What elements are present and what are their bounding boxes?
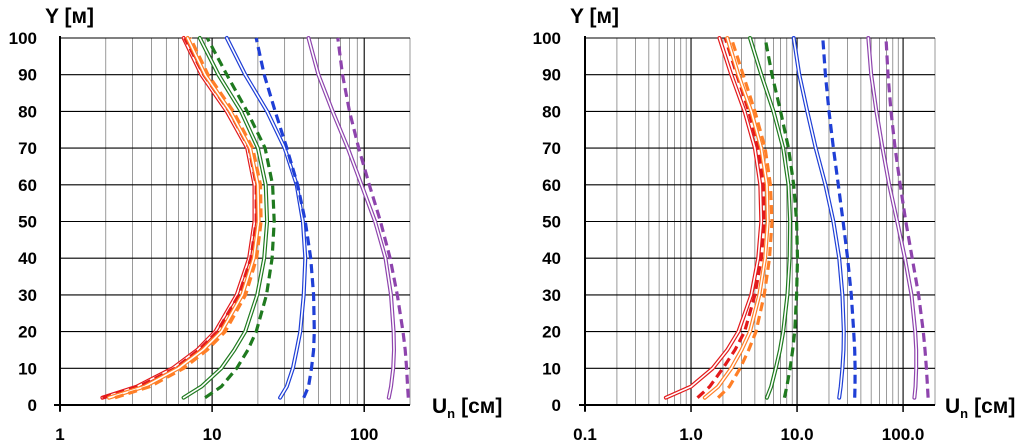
y-tick-label: 90	[18, 66, 37, 85]
y-tick-label: 30	[18, 286, 37, 305]
y-tick-label: 40	[18, 249, 37, 268]
series-purple-dashed-line	[336, 37, 410, 398]
series-orange-dashed-line	[716, 37, 774, 399]
series-purple-line	[866, 36, 919, 400]
series-purple-inner	[307, 37, 395, 399]
y-tick-label: 20	[18, 323, 37, 342]
y-tick-label: 100	[533, 29, 561, 48]
series-orange-inner	[108, 37, 260, 399]
y-tick-label: 80	[542, 102, 561, 121]
y-tick-label: 20	[542, 323, 561, 342]
chart-panel-2: 0 10 20 30 40 50 60 70 80 90 100 0.1 1.0 10.0 100.0 Y […	[533, 5, 1016, 444]
y-tick-label: 50	[18, 213, 37, 232]
y-tick-label: 30	[542, 286, 561, 305]
y-tick-label: 100	[9, 29, 37, 48]
y-axis-label: Y [м]	[570, 5, 619, 28]
y-tick-label: 50	[542, 213, 561, 232]
y-tick-label: 70	[18, 139, 37, 158]
series-blue-line	[791, 36, 846, 400]
y-tick-label: 70	[542, 139, 561, 158]
series-green-inner	[749, 37, 791, 399]
series-green-inner	[182, 37, 268, 399]
y-tick-label: 90	[542, 66, 561, 85]
series-red-inner	[665, 37, 763, 399]
series-purple-line	[306, 36, 396, 400]
series-red-dashed-line	[696, 37, 766, 399]
series-purple-dashed-line	[884, 37, 930, 398]
x-tick-label: 1.0	[679, 425, 703, 444]
series-green-line	[748, 36, 793, 400]
y-tick-label: 60	[18, 176, 37, 195]
x-tick-label: 10	[203, 425, 222, 444]
series-blue-dashed-line	[254, 37, 316, 399]
x-tick-label: 10.0	[781, 425, 814, 444]
series-green-dashed-line	[763, 37, 800, 399]
x-axis-label: Un [см]	[945, 395, 1015, 421]
x-tick-label: 0.1	[573, 425, 597, 444]
series-purple-inner	[867, 37, 917, 399]
series-red-line	[663, 36, 764, 400]
series-red-dashed-line	[101, 37, 258, 400]
series-green-dashed-line	[204, 37, 276, 400]
y-tick-label: 0	[552, 396, 561, 415]
y-tick-label: 80	[18, 102, 37, 121]
series-orange-dashed-line	[114, 37, 263, 400]
y-tick-label: 10	[18, 359, 37, 378]
series-blue-inner	[226, 37, 307, 399]
y-tick-label: 10	[542, 359, 561, 378]
x-tick-label: 100.0	[882, 425, 925, 444]
series-orange-inner	[704, 37, 769, 399]
series-blue-inner	[792, 37, 845, 399]
x-tick-label: 100	[350, 425, 378, 444]
x-tick-label: 1	[55, 425, 64, 444]
y-tick-label: 40	[542, 249, 561, 268]
y-tick-label: 60	[542, 176, 561, 195]
series-blue-dashed-line	[821, 37, 857, 398]
y-tick-label: 0	[28, 396, 37, 415]
y-axis-label: Y [м]	[45, 5, 94, 28]
x-axis-label: Un [см]	[432, 395, 502, 421]
